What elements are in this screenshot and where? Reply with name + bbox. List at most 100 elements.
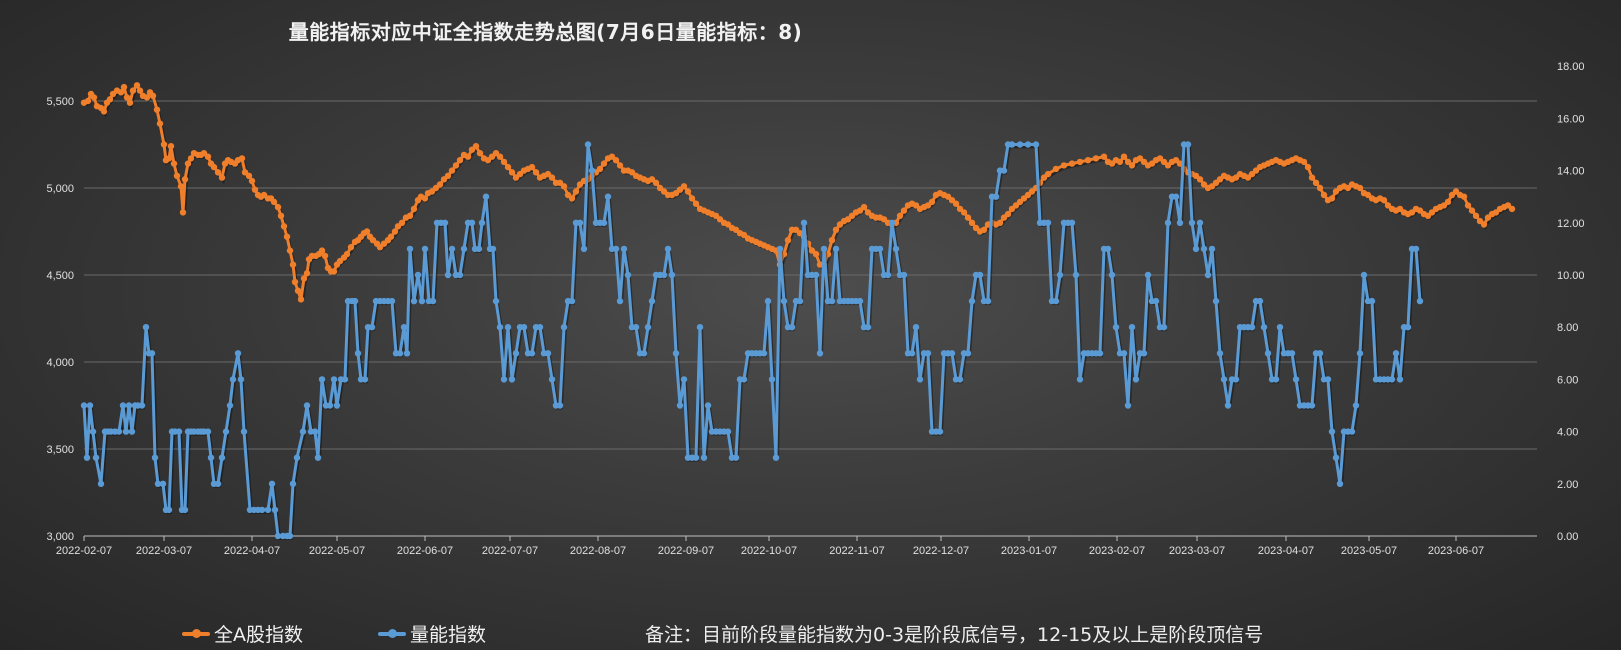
legend-item-index[interactable]: 全A股指数 <box>182 620 303 647</box>
data-point-marker <box>311 428 319 435</box>
data-point-marker <box>580 245 588 253</box>
data-point-marker <box>856 297 864 305</box>
data-point-marker <box>1336 480 1344 487</box>
y-right-tick-label: 6.00 <box>1557 374 1578 386</box>
data-point-marker <box>1112 324 1120 331</box>
data-point-marker <box>1120 350 1128 357</box>
data-point-marker <box>100 108 108 115</box>
data-point-marker <box>1128 324 1136 331</box>
data-point-marker <box>1016 141 1024 148</box>
data-point-marker <box>297 296 305 303</box>
data-point-marker <box>632 324 640 331</box>
data-point-marker <box>314 454 322 461</box>
x-tick-label: 2022-09-07 <box>658 545 714 557</box>
data-point-marker <box>1068 160 1076 167</box>
x-tick-label: 2022-04-07 <box>224 545 280 557</box>
data-point-marker <box>97 480 105 487</box>
data-point-marker <box>277 212 285 219</box>
data-point-marker <box>604 193 612 200</box>
x-tick-label: 2022-11-07 <box>829 545 884 557</box>
data-point-marker <box>568 195 576 202</box>
data-point-marker <box>696 324 704 331</box>
data-point-marker <box>475 245 483 253</box>
legend-line-marker-icon <box>182 628 210 638</box>
data-point-marker <box>1288 350 1296 357</box>
x-tick-label: 2023-05-07 <box>1341 545 1397 557</box>
data-point-marker <box>884 271 892 279</box>
data-point-marker <box>1404 324 1412 331</box>
data-point-marker <box>476 150 484 157</box>
data-point-marker <box>1460 193 1468 200</box>
data-point-marker <box>403 350 411 357</box>
data-point-marker <box>482 193 490 200</box>
data-point-marker <box>548 174 556 181</box>
x-tick-label: 2022-12-07 <box>913 545 969 557</box>
data-point-marker <box>1308 402 1316 409</box>
data-point-marker <box>528 163 536 171</box>
data-point-marker <box>294 287 302 294</box>
data-point-marker <box>828 237 836 244</box>
data-point-marker <box>406 212 414 219</box>
data-point-marker <box>143 94 151 101</box>
data-point-marker <box>648 297 656 305</box>
data-point-marker <box>210 163 218 171</box>
y-left-tick-label: 5,000 <box>46 183 74 195</box>
data-point-marker <box>1144 271 1152 279</box>
data-point-marker <box>964 214 972 221</box>
data-point-marker <box>1104 245 1112 253</box>
data-point-marker <box>421 195 429 202</box>
data-point-marker <box>672 350 680 357</box>
data-point-marker <box>251 186 259 193</box>
data-point-marker <box>1108 271 1116 279</box>
data-point-marker <box>406 245 414 253</box>
y-left-tick-label: 4,000 <box>46 357 74 369</box>
data-point-marker <box>361 376 369 383</box>
data-point-marker <box>924 350 932 357</box>
data-point-marker <box>299 428 307 435</box>
data-point-marker <box>300 275 308 282</box>
legend-item-volume[interactable]: 量能指数 <box>378 620 486 647</box>
data-point-marker <box>1304 163 1312 171</box>
y-left-tick-label: 3,000 <box>46 531 74 543</box>
data-point-marker <box>1328 195 1336 202</box>
data-point-marker <box>436 181 444 188</box>
data-point-marker <box>398 219 406 226</box>
data-point-marker <box>1392 350 1400 357</box>
data-point-marker <box>456 271 464 279</box>
data-point-marker <box>396 350 404 357</box>
data-point-marker <box>1312 179 1320 186</box>
data-point-marker <box>291 278 299 286</box>
data-point-marker <box>1276 324 1284 331</box>
data-point-marker <box>368 324 376 331</box>
data-point-marker <box>612 245 620 253</box>
data-point-marker <box>133 82 141 89</box>
data-point-marker <box>1332 454 1340 461</box>
data-point-marker <box>1468 207 1476 214</box>
data-point-marker <box>248 177 256 185</box>
data-point-marker <box>86 402 94 409</box>
data-point-marker <box>270 198 278 206</box>
data-point-marker <box>460 245 468 253</box>
data-point-marker <box>204 153 212 160</box>
data-point-marker <box>286 532 294 540</box>
data-point-marker <box>780 297 788 305</box>
data-point-marker <box>512 350 520 357</box>
data-point-marker <box>120 83 128 91</box>
data-point-marker <box>410 205 418 213</box>
data-point-marker <box>692 454 700 461</box>
data-point-marker <box>154 480 162 487</box>
data-point-marker <box>724 428 732 435</box>
data-point-marker <box>318 247 326 254</box>
data-point-marker <box>187 155 195 162</box>
data-point-marker <box>1196 219 1204 226</box>
data-point-marker <box>330 376 338 383</box>
legend-label-index: 全A股指数 <box>214 624 303 646</box>
data-point-marker <box>504 324 512 331</box>
data-point-marker <box>908 350 916 357</box>
data-point-marker <box>1024 141 1032 148</box>
x-tick-label: 2023-03-07 <box>1169 545 1225 557</box>
data-point-marker <box>289 261 297 268</box>
data-point-marker <box>1472 212 1480 219</box>
data-point-marker <box>1320 191 1328 199</box>
